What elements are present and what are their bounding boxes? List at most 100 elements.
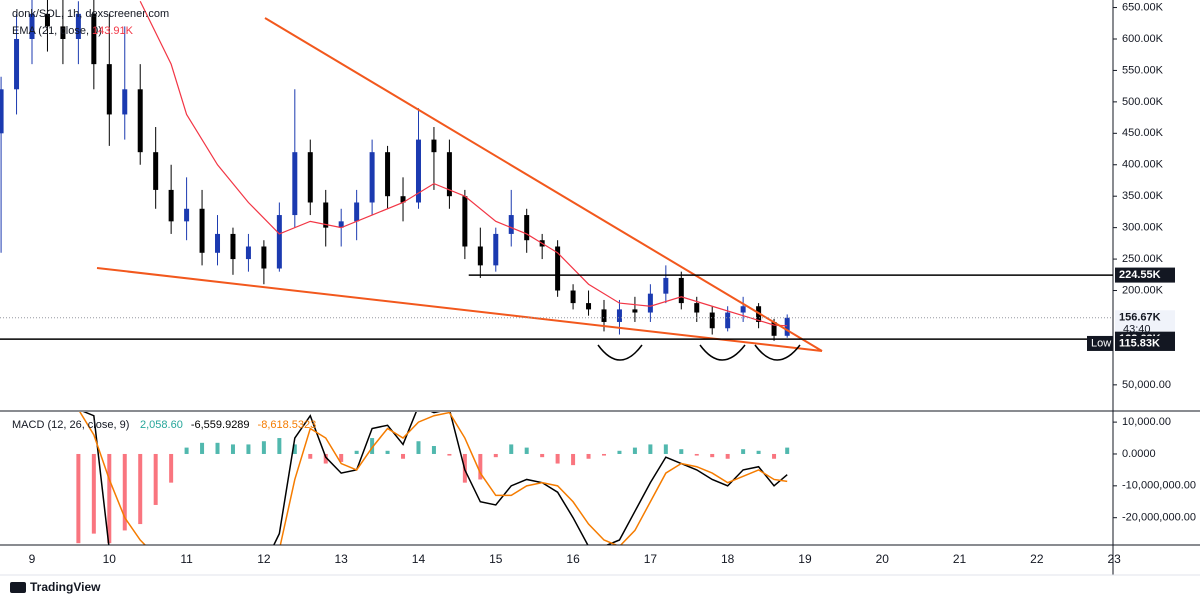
- candle-body: [307, 152, 313, 203]
- histogram-bar: [138, 453, 143, 525]
- candle-body: [415, 139, 421, 203]
- histogram-bar: [153, 453, 158, 505]
- candle-body: [106, 64, 112, 115]
- candle-body: [601, 309, 607, 322]
- histogram-bar: [524, 447, 529, 454]
- y-tick-label: 650.00K: [1122, 1, 1164, 13]
- trend-line: [264, 17, 823, 352]
- candle-body: [477, 246, 483, 266]
- histogram-bar: [756, 450, 761, 454]
- y-tick-label: 550.00K: [1122, 64, 1164, 76]
- histogram-bar: [230, 444, 235, 454]
- histogram-bar: [277, 438, 282, 454]
- histogram-bar: [493, 453, 498, 458]
- histogram-bar: [401, 453, 406, 459]
- histogram-bar: [601, 453, 606, 456]
- histogram-bar: [416, 441, 421, 454]
- trend-line: [96, 267, 823, 352]
- candle-body: [493, 233, 499, 266]
- histogram-bar: [586, 453, 591, 459]
- logo: [10, 582, 26, 593]
- pattern-arc: [699, 344, 746, 361]
- price-label: 156.67K: [1119, 312, 1161, 324]
- indicator-value: 143.91K: [92, 25, 134, 37]
- candle-body: [0, 89, 4, 134]
- x-tick-label: 13: [335, 552, 349, 566]
- y-tick-label: 600.00K: [1122, 33, 1164, 45]
- histogram-bar: [169, 453, 174, 483]
- y-tick-label: 200.00K: [1122, 284, 1164, 296]
- candle-body: [694, 303, 700, 313]
- histogram-bar: [184, 447, 189, 454]
- x-tick-label: 16: [566, 552, 580, 566]
- x-tick-label: 23: [1107, 552, 1121, 566]
- x-tick-label: 9: [29, 552, 36, 566]
- x-tick-label: 14: [412, 552, 426, 566]
- x-tick-label: 10: [103, 552, 117, 566]
- histogram-bar: [785, 447, 790, 454]
- x-tick-label: 17: [644, 552, 658, 566]
- candle-body: [400, 196, 406, 203]
- histogram-bar: [431, 446, 436, 454]
- x-tick-label: 22: [1030, 552, 1044, 566]
- candle-body: [60, 26, 66, 39]
- candle-body: [616, 309, 622, 322]
- candle-body: [276, 215, 282, 269]
- histogram-bar: [323, 453, 328, 464]
- histogram-bar: [246, 444, 251, 454]
- candle-body: [199, 208, 205, 253]
- candle-body: [261, 246, 267, 269]
- histogram-bar: [200, 442, 205, 454]
- candle-body: [508, 215, 514, 234]
- histogram-bar: [555, 453, 560, 464]
- histogram-bar: [540, 453, 545, 458]
- histogram-bar: [694, 453, 699, 456]
- y-tick-label: 400.00K: [1122, 159, 1164, 171]
- histogram-bar: [292, 444, 297, 454]
- pattern-arc: [597, 344, 643, 361]
- y-tick-label: 450.00K: [1122, 127, 1164, 139]
- x-tick-label: 12: [257, 552, 271, 566]
- x-tick-label: 18: [721, 552, 735, 566]
- tag: Low: [1091, 337, 1111, 349]
- candle-body: [784, 317, 790, 336]
- macd-title: MACD (12, 26, close, 9): [12, 419, 129, 431]
- histogram-bar: [447, 453, 452, 456]
- histogram-bar: [648, 444, 653, 454]
- histogram-bar: [663, 444, 668, 454]
- candle-body: [524, 215, 530, 241]
- histogram-bar: [308, 453, 313, 459]
- candle-body: [771, 321, 777, 336]
- histogram-bar: [478, 453, 483, 480]
- y-tick-label: 300.00K: [1122, 222, 1164, 234]
- x-tick-label: 15: [489, 552, 503, 566]
- price-label: 224.55K: [1119, 269, 1161, 281]
- drawings: [96, 17, 823, 361]
- price-pane: [0, 0, 790, 341]
- histogram-bar: [741, 449, 746, 454]
- y-tick-label: -20,000,000.00: [1122, 512, 1196, 524]
- candle-body: [44, 13, 50, 27]
- pattern-arc: [754, 344, 801, 361]
- macd-pane: [76, 412, 790, 545]
- chart-title: donk/SOL, 1h, dexscreener.com: [12, 8, 169, 20]
- candle-body: [709, 312, 715, 329]
- candle-body: [462, 196, 468, 247]
- candle-body: [385, 152, 391, 197]
- candle-body: [446, 152, 452, 197]
- x-tick-label: 19: [798, 552, 812, 566]
- x-tick-label: 21: [953, 552, 967, 566]
- y-tick-label: 350.00K: [1122, 190, 1164, 202]
- macd-readout: -6,559.9289: [191, 419, 250, 431]
- candle-body: [75, 13, 81, 39]
- x-tick-label: 20: [876, 552, 890, 566]
- histogram-bar: [370, 438, 375, 454]
- macd-readout: 2,058.60: [140, 419, 183, 431]
- candle-body: [245, 246, 251, 260]
- candle-body: [137, 89, 143, 153]
- candle-body: [647, 293, 653, 313]
- candle-body: [29, 13, 35, 39]
- y-tick-label: 0.0000: [1122, 448, 1156, 460]
